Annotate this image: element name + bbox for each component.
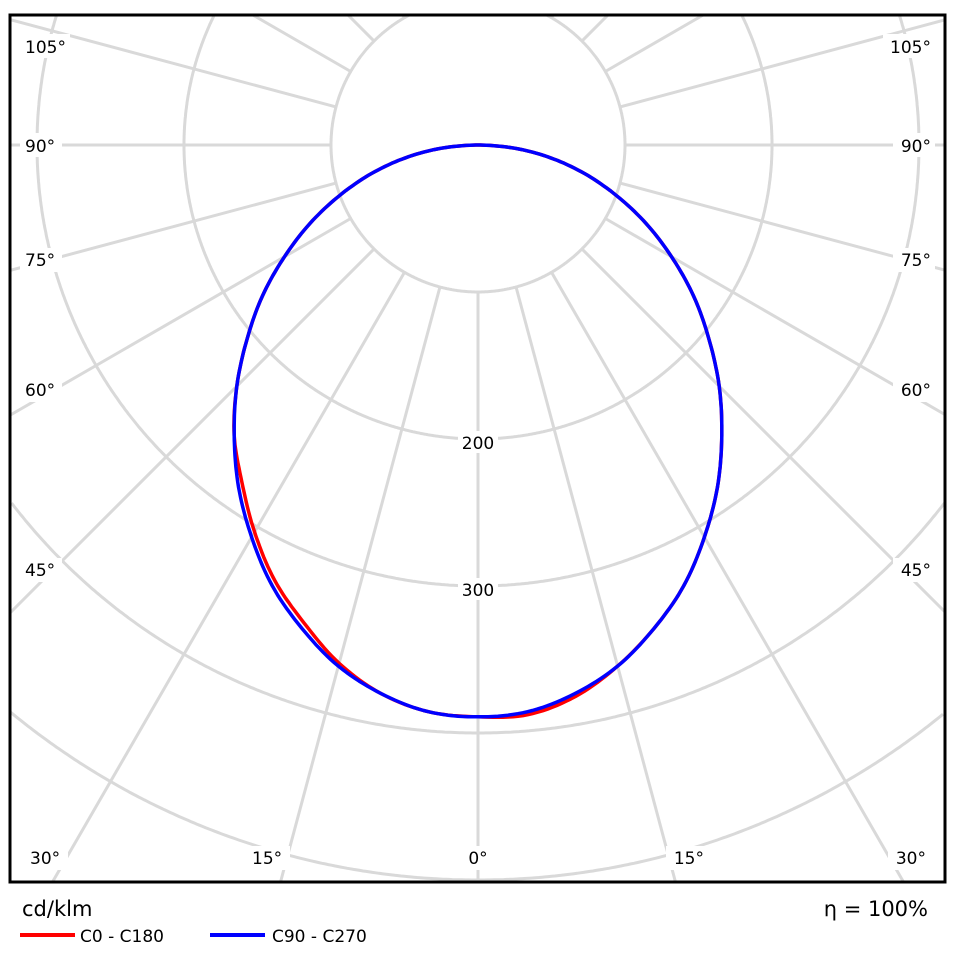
- intensity-curves: [232, 143, 724, 720]
- grid-radial-45: [580, 247, 945, 614]
- angle-label: 90°: [901, 137, 931, 157]
- grid-radial-60: [604, 217, 945, 416]
- grid-radial-345: [279, 286, 442, 882]
- grid-circle-100: [329, 15, 627, 294]
- angle-label: 30°: [896, 849, 926, 869]
- grid-radial-255: [10, 18, 337, 109]
- angle-label-0: 0°: [468, 849, 487, 869]
- unit-label: cd/klm: [22, 897, 92, 921]
- grid-radial-135: [580, 15, 610, 43]
- grid-radial-300: [10, 217, 352, 417]
- angle-labels-left: 105° 90° 75° 60° 45° 30° 15°: [20, 34, 290, 870]
- angle-labels-right: 105° 90° 75° 60° 45° 30° 15°: [666, 34, 935, 870]
- angle-label: 90°: [25, 137, 55, 157]
- angle-label: 30°: [30, 849, 60, 869]
- grid-radial-120: [604, 15, 704, 73]
- grid-radial-225: [346, 15, 376, 43]
- legend-label-c90-c270: C90 - C270: [272, 927, 367, 947]
- grid-radial-330: [51, 271, 406, 882]
- angle-label: 60°: [901, 381, 931, 401]
- angle-label: 15°: [252, 849, 282, 869]
- legend: C0 - C180 C90 - C270: [20, 927, 367, 947]
- radial-label-200: 200: [462, 434, 494, 454]
- grid-circle-400: [10, 502, 945, 735]
- chart-frame: [8, 13, 947, 884]
- grid-circle-500: [10, 710, 944, 882]
- grid-radial-285: [10, 181, 337, 272]
- grid-radial-105: [619, 18, 945, 109]
- angle-label: 105°: [890, 38, 931, 58]
- series-curve-c90-c270: [232, 143, 724, 719]
- angle-label: 15°: [674, 849, 704, 869]
- grid-circle-200: [182, 15, 774, 441]
- grid-radial-15: [514, 286, 677, 882]
- radial-label-300: 300: [462, 581, 494, 601]
- angle-label: 45°: [901, 561, 931, 581]
- angle-label: 75°: [901, 251, 931, 271]
- efficiency-label: η = 100%: [824, 897, 928, 921]
- angle-label: 105°: [25, 38, 66, 58]
- angle-label: 60°: [25, 381, 55, 401]
- grid-radial-75: [619, 181, 945, 272]
- grid-radial-30: [550, 271, 905, 882]
- grid-radial-315: [10, 247, 376, 615]
- angle-label: 75°: [25, 251, 55, 271]
- grid-radial-240: [252, 15, 352, 73]
- legend-label-c0-c180: C0 - C180: [80, 927, 164, 947]
- angle-label: 45°: [25, 561, 55, 581]
- radial-label-bg: [458, 578, 498, 600]
- radial-label-bg: [458, 431, 498, 453]
